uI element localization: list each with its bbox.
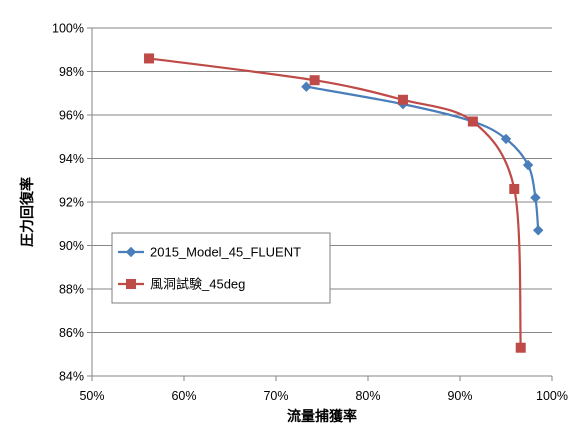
- x-tick-label: 70%: [263, 389, 288, 403]
- series-layer: [144, 53, 544, 353]
- square-marker: [144, 53, 155, 64]
- y-tick-label: 88%: [59, 283, 84, 297]
- x-tick-label: 50%: [79, 389, 104, 403]
- y-tick-label: 90%: [59, 239, 84, 253]
- y-axis-title: 圧力回復率: [19, 177, 36, 247]
- legend-label: 2015_Model_45_FLUENT: [150, 245, 301, 260]
- x-tick-label: 80%: [355, 389, 380, 403]
- diamond-marker: [500, 133, 512, 145]
- x-tick-label: 100%: [536, 389, 568, 403]
- series-line: [148, 57, 522, 348]
- y-tick-label: 98%: [59, 65, 84, 79]
- legend-label: 風洞試験_45deg: [150, 277, 245, 292]
- series-2: [144, 53, 526, 353]
- legend-marker: [125, 246, 137, 258]
- y-tick-label: 92%: [59, 196, 84, 210]
- y-tick-label: 94%: [59, 152, 84, 166]
- diamond-marker: [532, 225, 544, 236]
- x-axis-title: 流量捕獲率: [287, 408, 357, 425]
- legend-marker: [126, 279, 136, 289]
- legend-item: 風洞試験_45deg: [118, 277, 245, 292]
- y-tick-label: 96%: [59, 109, 84, 123]
- square-marker: [509, 183, 520, 194]
- diamond-marker: [530, 192, 541, 203]
- diamond-marker: [522, 159, 534, 171]
- square-marker: [397, 94, 408, 105]
- x-tick-label: 90%: [447, 389, 472, 403]
- square-marker: [467, 116, 478, 127]
- legend: 2015_Model_45_FLUENT 風洞試験_45deg: [111, 232, 331, 304]
- square-marker: [515, 342, 526, 353]
- x-tick-label: 60%: [171, 389, 196, 403]
- x-tick-labels: 50% 60% 70% 80% 90% 100%: [79, 376, 568, 403]
- legend-item: 2015_Model_45_FLUENT: [118, 245, 301, 260]
- y-tick-label: 84%: [59, 370, 84, 384]
- square-marker: [309, 75, 320, 86]
- y-tick-label: 100%: [52, 22, 84, 36]
- legend-box: [111, 232, 331, 304]
- y-tick-label: 86%: [59, 326, 84, 340]
- y-tick-labels: 84% 86% 88% 90% 92% 94% 96% 98% 100%: [52, 22, 92, 384]
- diamond-marker: [301, 81, 312, 92]
